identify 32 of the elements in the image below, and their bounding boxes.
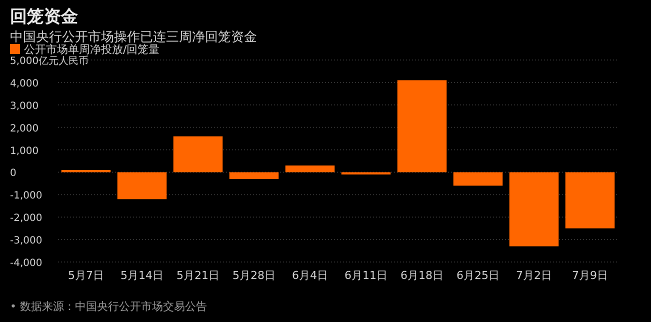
chart-subtitle: 中国央行公开市场操作已连三周净回笼资金 bbox=[10, 30, 257, 45]
y-tick-label: -2,000 bbox=[10, 213, 42, 224]
x-tick-label: 6月4日 bbox=[292, 269, 328, 282]
y-tick-label: 0 bbox=[10, 168, 16, 180]
text: • 数据来源：中国央行公开市场交易公告 bbox=[10, 300, 207, 313]
y-tick-label: -1,000 bbox=[10, 190, 42, 202]
chart-title: 回笼资金 bbox=[10, 7, 78, 27]
x-tick-label: 5月21日 bbox=[176, 269, 220, 282]
bar bbox=[565, 172, 615, 228]
legend-label: 公开市场单周净投放/回笼量 bbox=[24, 43, 160, 56]
bar bbox=[117, 172, 167, 200]
x-tick-label: 6月25日 bbox=[456, 269, 500, 282]
y-tick-label: -3,000 bbox=[10, 236, 42, 247]
bar bbox=[453, 172, 503, 186]
y-tick-label: 1,000 bbox=[10, 146, 39, 157]
x-tick-label: 5月28日 bbox=[232, 269, 276, 282]
y-tick-label: 4,000 bbox=[10, 78, 39, 90]
y-tick-label: 3,000 bbox=[10, 100, 39, 112]
bar bbox=[509, 172, 559, 246]
x-tick-label: 5月14日 bbox=[120, 269, 164, 282]
x-tick-label: 7月2日 bbox=[516, 269, 552, 282]
x-tick-label: 7月9日 bbox=[572, 269, 608, 282]
bar bbox=[397, 80, 447, 172]
x-tick-label: 6月18日 bbox=[400, 269, 444, 282]
y-tick-label: 5,000亿元人民币 bbox=[10, 55, 89, 67]
y-tick-label: -4,000 bbox=[10, 258, 42, 269]
x-tick-label: 5月7日 bbox=[68, 269, 104, 282]
bar bbox=[229, 172, 279, 179]
y-tick-label: 2,000 bbox=[10, 123, 39, 134]
bar bbox=[285, 165, 335, 172]
x-tick-label: 6月11日 bbox=[344, 269, 388, 282]
bar bbox=[173, 136, 223, 172]
